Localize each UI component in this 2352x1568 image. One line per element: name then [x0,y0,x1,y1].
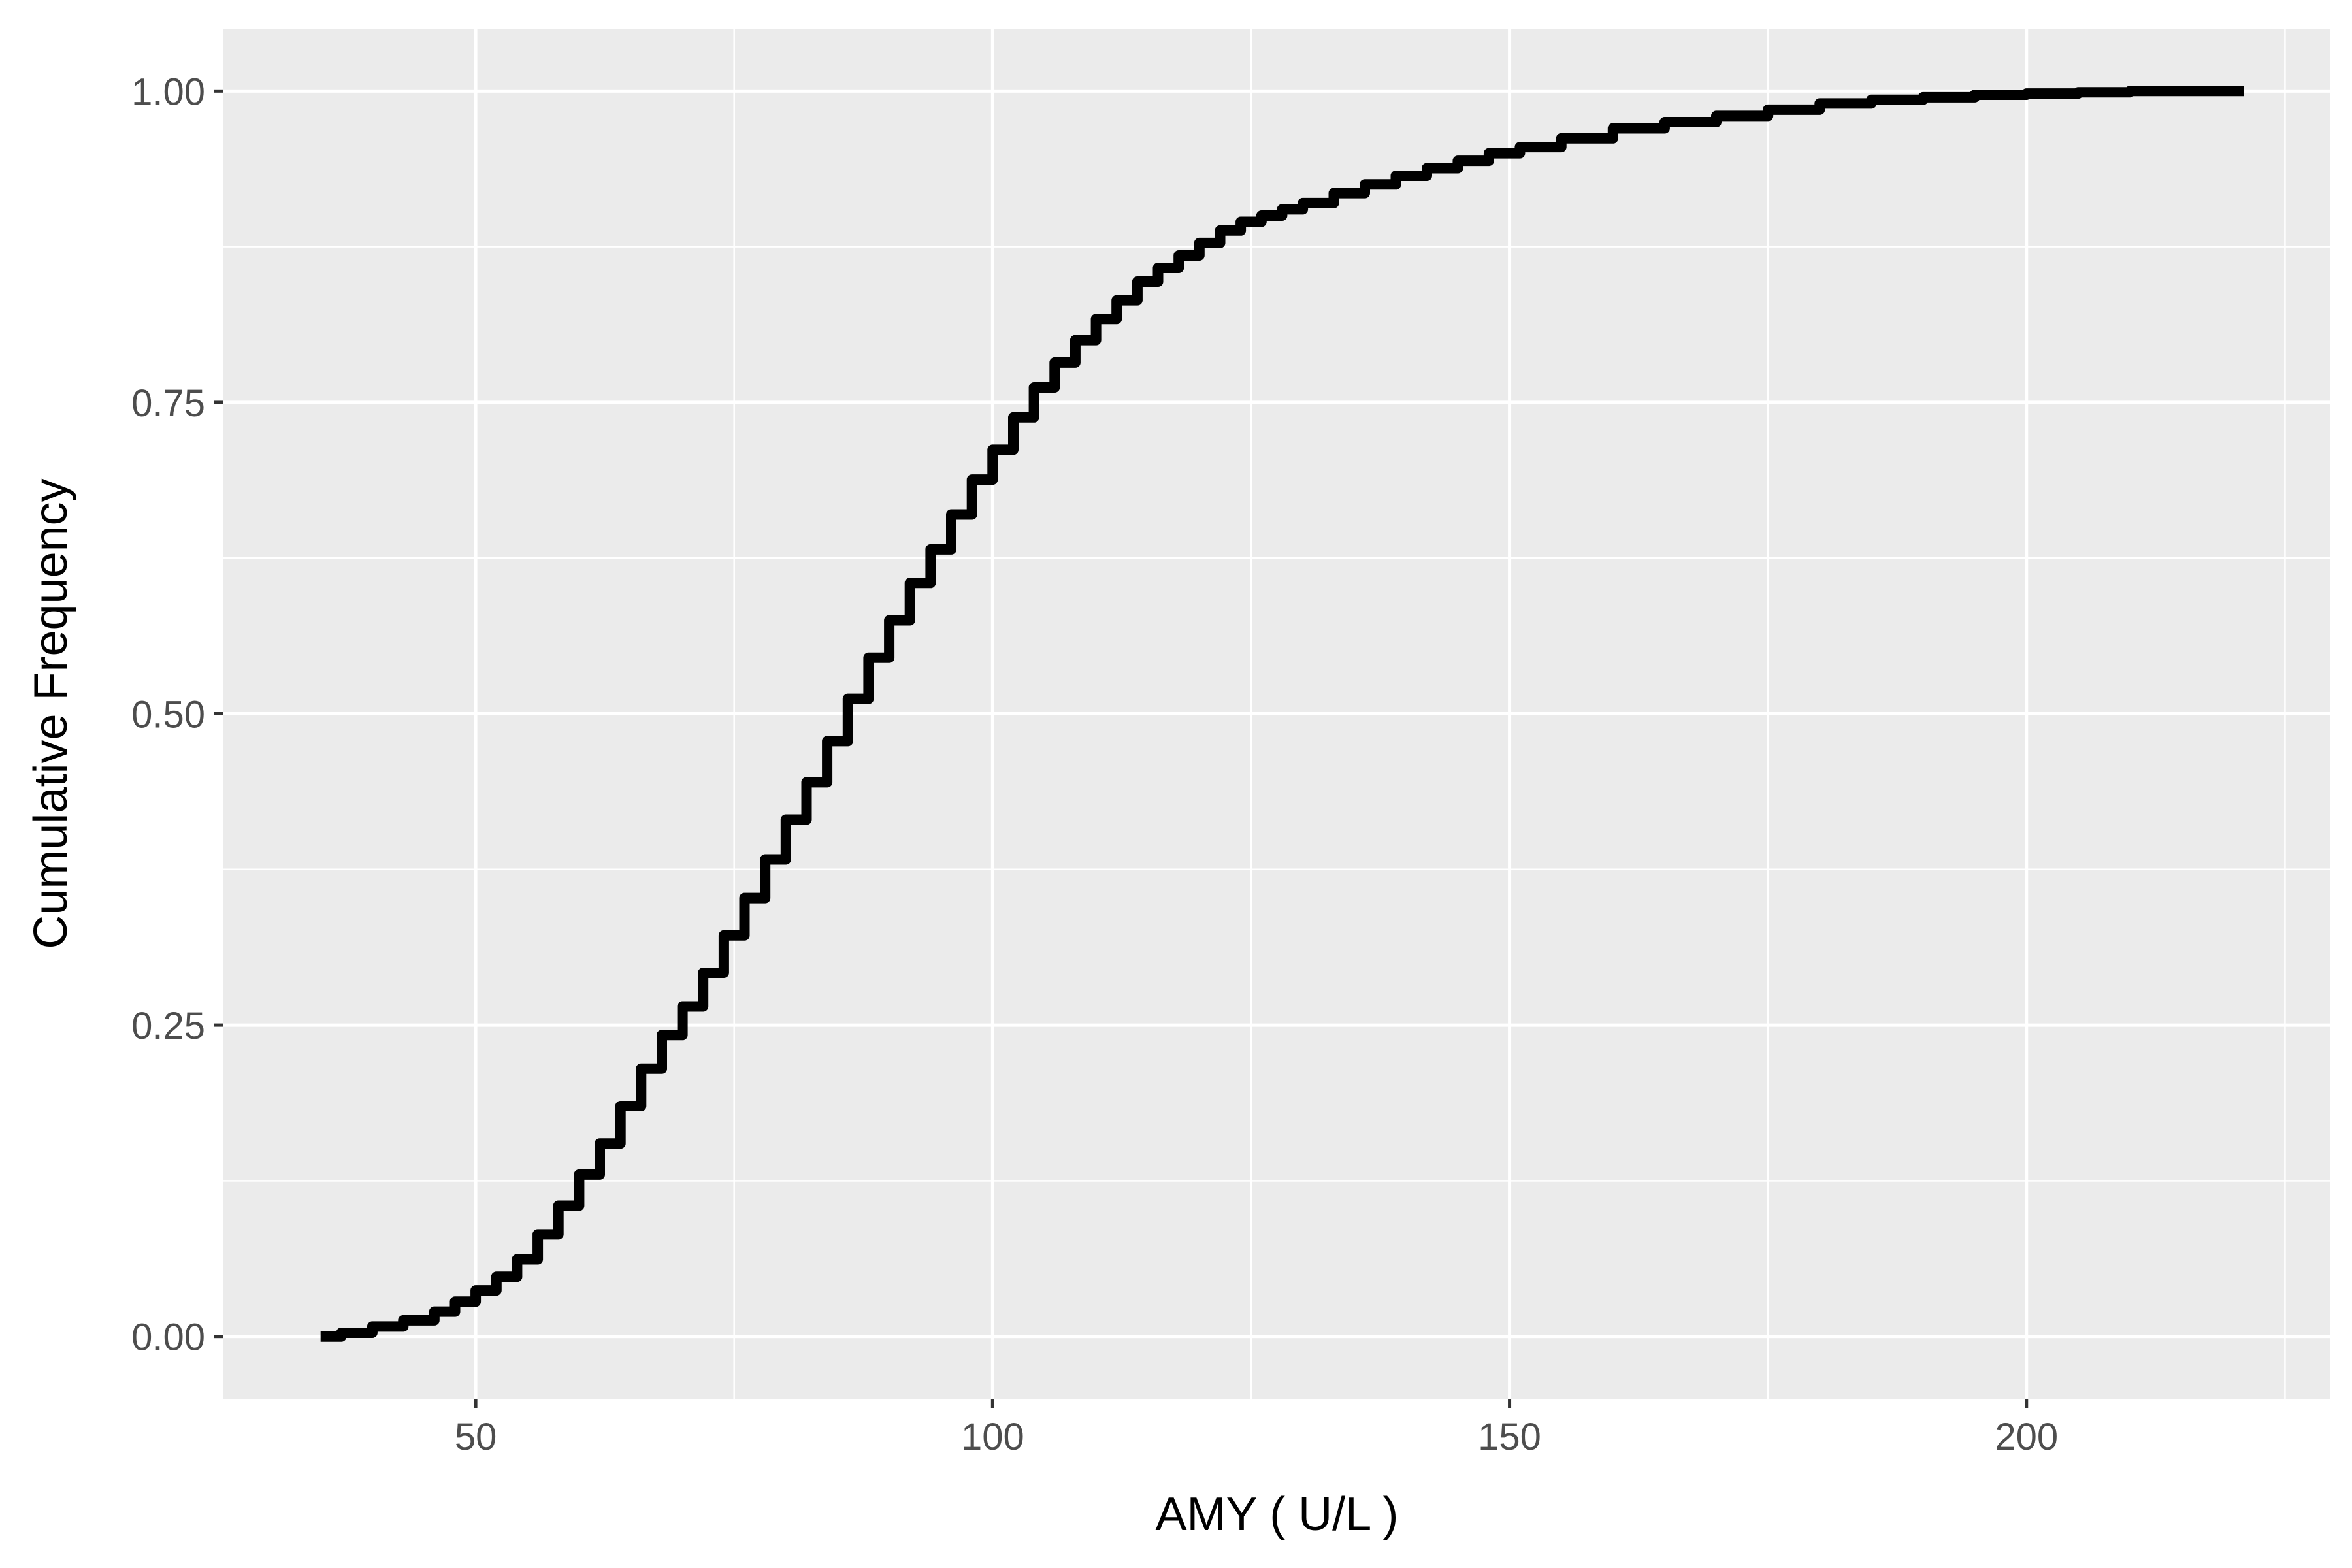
y-tick-label: 0.00 [131,1316,205,1359]
y-axis-title: Cumulative Frequency [25,478,77,949]
series-layer [320,86,2244,1342]
y-tick-label: 1.00 [131,71,205,113]
x-tick-label: 200 [1995,1416,2058,1458]
x-tick-label: 50 [455,1416,497,1458]
y-tick-label: 0.25 [131,1005,205,1047]
x-axis: 50 100 150 200 [455,1399,2058,1458]
x-tick-label: 100 [961,1416,1024,1458]
y-tick-label: 0.75 [131,382,205,425]
y-axis: 0.00 0.25 0.50 0.75 1.00 [131,71,223,1359]
y-tick-label: 0.50 [131,694,205,736]
ecdf-step-line [320,86,2244,1342]
x-axis-title: AMY ( U/L ) [1155,1488,1398,1541]
x-tick-label: 150 [1478,1416,1541,1458]
